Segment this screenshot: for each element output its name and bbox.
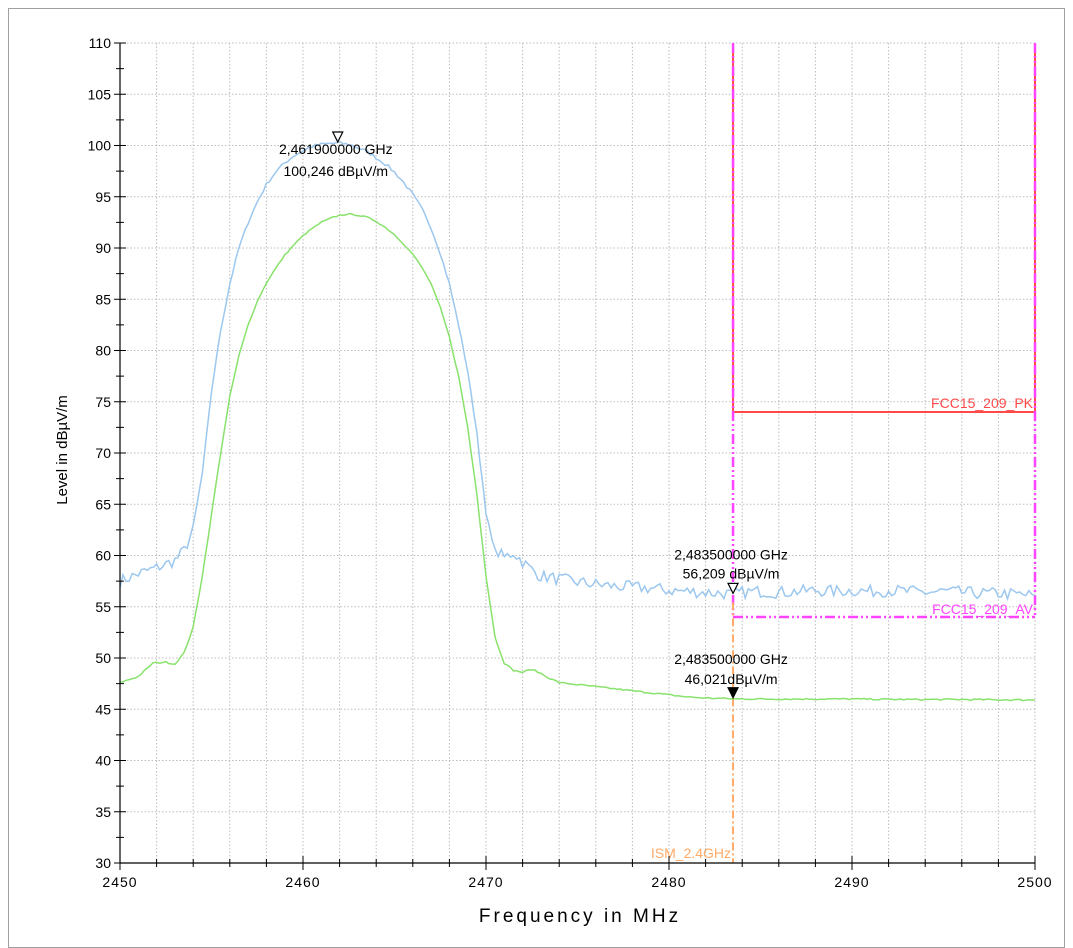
y-tick-label: 90 — [95, 240, 111, 256]
x-tick-label: 2490 — [834, 874, 869, 890]
limit-lines: FCC15_209_PK FCC15_209_AV ISM_2.4GHz — [651, 43, 1037, 863]
y-tick-label: 60 — [95, 548, 111, 564]
x-tick-label: 2450 — [102, 874, 137, 890]
y-tick-label: 110 — [89, 35, 112, 51]
y-tick-label: 105 — [88, 86, 112, 102]
x-tick-label: 2500 — [1017, 874, 1052, 890]
y-tick-label: 30 — [95, 855, 111, 871]
y-tick-label: 75 — [95, 394, 111, 410]
series-0-trace — [119, 140, 1036, 602]
y-axis-label: Level in dBµV/m — [54, 395, 71, 505]
series — [119, 140, 1036, 702]
y-tick-label: 40 — [95, 753, 111, 769]
y-tick-label: 80 — [95, 343, 111, 359]
y-tick-label: 70 — [95, 445, 111, 461]
marker-2-triangle — [727, 687, 740, 700]
marker-2-frequency: 2,483500000 GHz — [674, 651, 788, 667]
limit-pk-label: FCC15_209_PK — [931, 395, 1034, 411]
marker-1-level: 56,209 dBµV/m — [683, 565, 780, 581]
series-1-trace — [119, 212, 1036, 702]
marker-0-frequency: 2,461900000 GHz — [279, 141, 393, 157]
ticks: 30 35 40 45 50 55 60 65 70 75 80 85 90 95 100 105 110 245… — [88, 35, 1052, 890]
marker-1-triangle — [727, 582, 740, 595]
band-edge-label: ISM_2.4GHz — [651, 845, 731, 861]
y-tick-label: 50 — [95, 650, 111, 666]
limit-av-label: FCC15_209_AV — [932, 601, 1034, 617]
marker-0-level: 100,246 dBµV/m — [283, 163, 388, 179]
y-tick-label: 100 — [88, 138, 112, 154]
y-tick-label: 65 — [95, 496, 111, 512]
marker-0-triangle — [331, 131, 344, 144]
x-tick-label: 2480 — [651, 874, 686, 890]
y-tick-label: 55 — [95, 599, 111, 615]
y-tick-label: 85 — [95, 291, 111, 307]
x-axis-label: Frequency in MHz — [479, 906, 681, 927]
x-tick-label: 2470 — [468, 874, 503, 890]
marker-2-level: 46,021dBµV/m — [685, 671, 778, 687]
y-tick-label: 95 — [95, 189, 111, 205]
x-tick-label: 2460 — [285, 874, 320, 890]
y-tick-label: 45 — [95, 701, 111, 717]
marker-1-frequency: 2,483500000 GHz — [674, 546, 788, 562]
grid — [120, 42, 1036, 863]
y-tick-label: 35 — [95, 804, 111, 820]
markers: 2,461900000 GHz 100,246 dBµV/m 2,483500000… — [279, 131, 788, 700]
